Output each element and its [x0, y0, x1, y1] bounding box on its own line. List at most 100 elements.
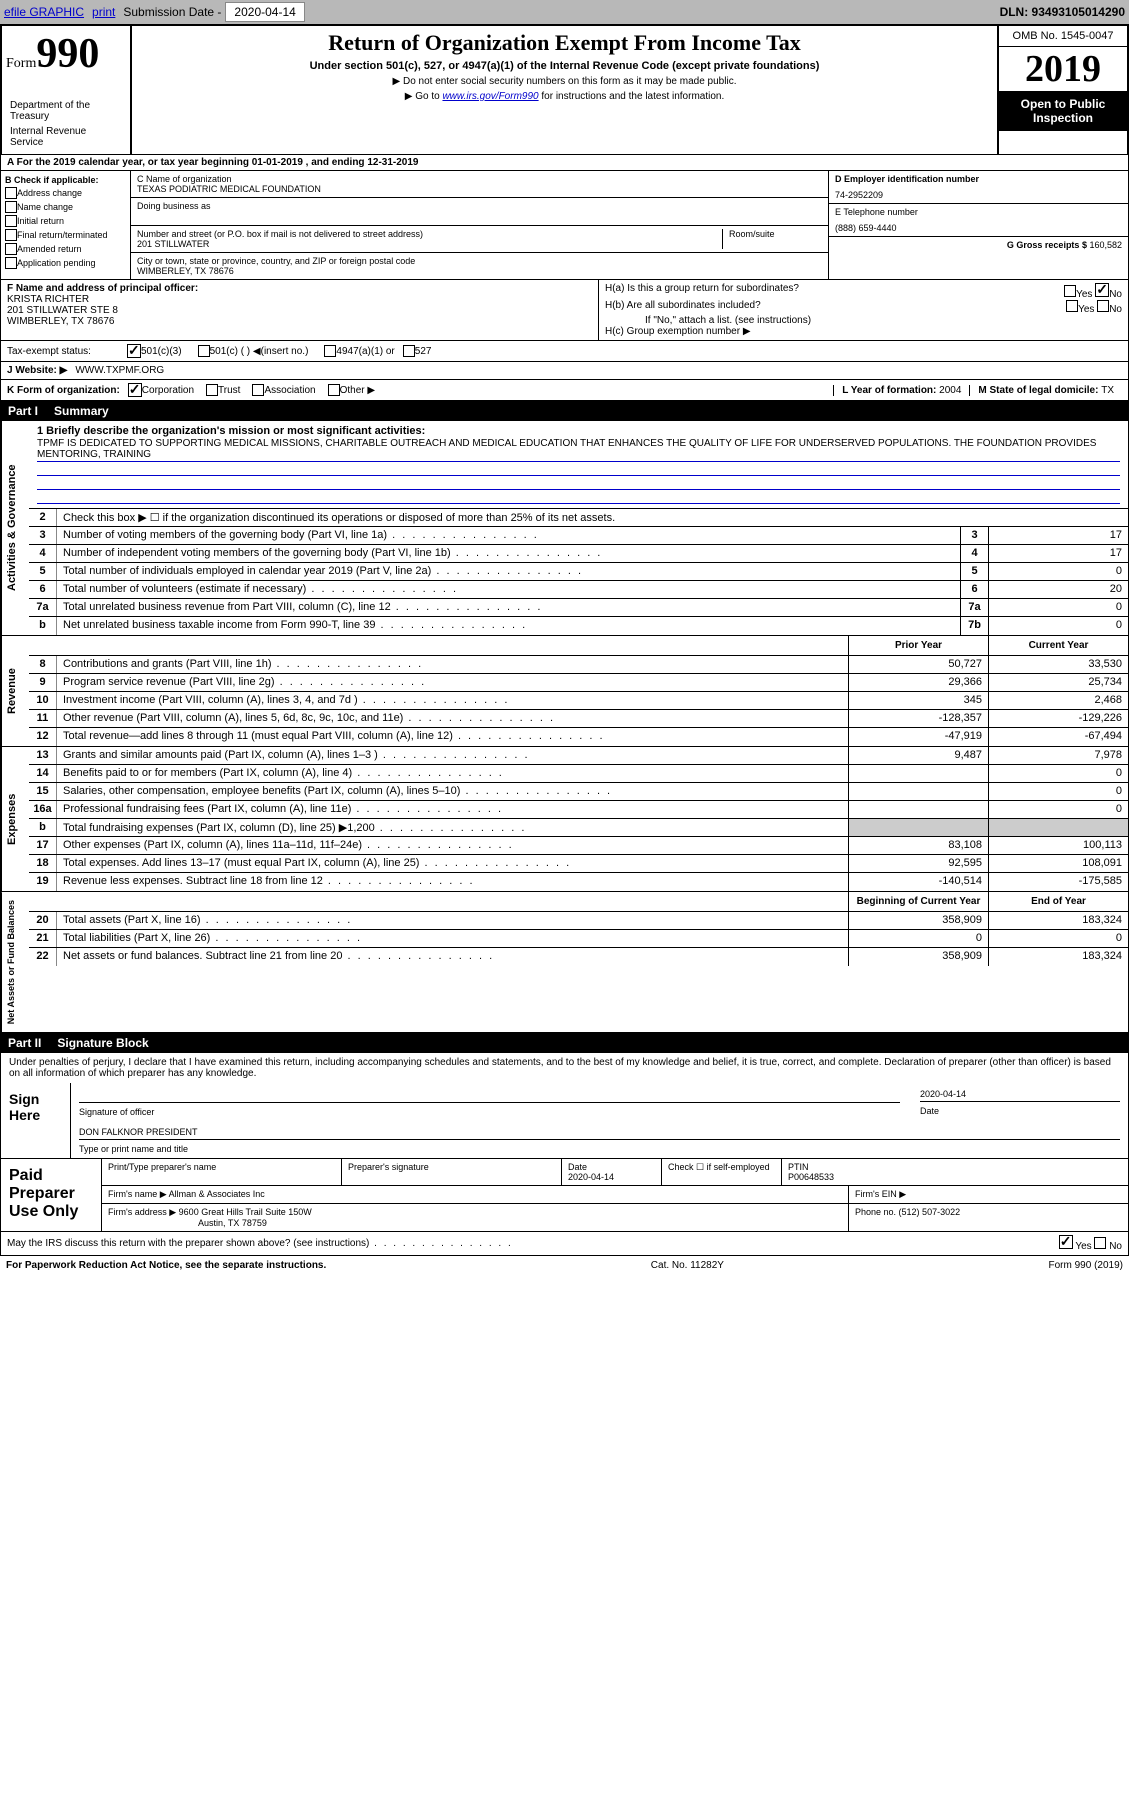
- prep-date: 2020-04-14: [568, 1172, 614, 1182]
- ha-no-check[interactable]: [1095, 283, 1109, 297]
- section-b: B Check if applicable: Address change Na…: [0, 171, 1129, 280]
- row-b: bTotal fundraising expenses (Part IX, co…: [29, 819, 1128, 837]
- netassets-header: Beginning of Current Year End of Year: [29, 892, 1128, 912]
- ha-label: H(a) Is this a group return for subordin…: [605, 283, 799, 300]
- check-final-return-terminated[interactable]: Final return/terminated: [5, 229, 126, 241]
- section-fh: F Name and address of principal officer:…: [0, 280, 1129, 341]
- prep-label: Paid Preparer Use Only: [1, 1159, 101, 1231]
- row-11: 11Other revenue (Part VIII, column (A), …: [29, 710, 1128, 728]
- row-16a: 16aProfessional fundraising fees (Part I…: [29, 801, 1128, 819]
- row-20: 20Total assets (Part X, line 16)358,9091…: [29, 912, 1128, 930]
- activity-row-7a: 7aTotal unrelated business revenue from …: [29, 599, 1128, 617]
- org-name: TEXAS PODIATRIC MEDICAL FOUNDATION: [137, 184, 822, 194]
- row-k: K Form of organization: Corporation Trus…: [0, 380, 1129, 401]
- city-label: City or town, state or province, country…: [137, 256, 822, 266]
- website-label: J Website: ▶: [7, 365, 67, 376]
- domicile: TX: [1101, 385, 1114, 396]
- expenses-section: Expenses 13Grants and similar amounts pa…: [0, 747, 1129, 892]
- assoc-check[interactable]: [252, 384, 264, 396]
- activity-row-3: 3Number of voting members of the governi…: [29, 527, 1128, 545]
- row-22: 22Net assets or fund balances. Subtract …: [29, 948, 1128, 966]
- vert-revenue: Revenue: [1, 636, 29, 746]
- revenue-header: Prior Year Current Year: [29, 636, 1128, 656]
- part2-header: Part II Signature Block: [0, 1033, 1129, 1053]
- row-13: 13Grants and similar amounts paid (Part …: [29, 747, 1128, 765]
- activities-section: Activities & Governance 1 Briefly descri…: [0, 421, 1129, 636]
- tax-label: Tax-exempt status:: [7, 346, 127, 357]
- row-19: 19Revenue less expenses. Subtract line 1…: [29, 873, 1128, 891]
- penalty-text: Under penalties of perjury, I declare th…: [1, 1053, 1128, 1083]
- netassets-section: Net Assets or Fund Balances Beginning of…: [0, 892, 1129, 1033]
- dept-irs: Internal Revenue Service: [6, 124, 126, 150]
- check-amended-return[interactable]: Amended return: [5, 243, 126, 255]
- ein: 74-2952209: [835, 190, 1122, 200]
- vert-netassets: Net Assets or Fund Balances: [1, 892, 29, 1032]
- mission-blank2: [37, 476, 1120, 490]
- form-subtitle: Under section 501(c), 527, or 4947(a)(1)…: [140, 60, 989, 72]
- prep-phone: (512) 507-3022: [899, 1207, 961, 1217]
- 527-check[interactable]: [403, 345, 415, 357]
- firm-name: Allman & Associates Inc: [169, 1189, 265, 1199]
- row-14: 14Benefits paid to or for members (Part …: [29, 765, 1128, 783]
- officer: KRISTA RICHTER 201 STILLWATER STE 8 WIMB…: [7, 294, 592, 327]
- check-initial-return[interactable]: Initial return: [5, 215, 126, 227]
- 501c3-check[interactable]: [127, 344, 141, 358]
- activity-row-4: 4Number of independent voting members of…: [29, 545, 1128, 563]
- tax-year: 2019: [999, 47, 1127, 91]
- row-21: 21Total liabilities (Part X, line 26)00: [29, 930, 1128, 948]
- year-formation: 2004: [939, 385, 961, 396]
- hb-note: If "No," attach a list. (see instruction…: [605, 315, 1122, 326]
- row-17: 17Other expenses (Part IX, column (A), l…: [29, 837, 1128, 855]
- hc-label: H(c) Group exemption number ▶: [605, 326, 1122, 337]
- row-12: 12Total revenue—add lines 8 through 11 (…: [29, 728, 1128, 746]
- discuss-yes[interactable]: [1059, 1235, 1073, 1249]
- mission-blank1: [37, 462, 1120, 476]
- phone: (888) 659-4440: [835, 223, 1122, 233]
- topbar: efile GRAPHIC print Submission Date - 20…: [0, 0, 1129, 24]
- other-check[interactable]: [328, 384, 340, 396]
- sign-here: Sign Here: [1, 1083, 71, 1158]
- print-link[interactable]: print: [92, 5, 115, 19]
- discuss-no[interactable]: [1094, 1237, 1106, 1249]
- activity-row-6: 6Total number of volunteers (estimate if…: [29, 581, 1128, 599]
- signature-section: Under penalties of perjury, I declare th…: [0, 1053, 1129, 1159]
- discuss-row: May the IRS discuss this return with the…: [0, 1232, 1129, 1256]
- website-row: J Website: ▶ WWW.TXPMF.ORG: [0, 362, 1129, 380]
- vert-activities: Activities & Governance: [1, 421, 29, 635]
- firm-addr2: Austin, TX 78759: [198, 1218, 267, 1228]
- check-application-pending[interactable]: Application pending: [5, 257, 126, 269]
- row-10: 10Investment income (Part VIII, column (…: [29, 692, 1128, 710]
- 501c-check[interactable]: [198, 345, 210, 357]
- part1-header: Part I Summary: [0, 401, 1129, 421]
- efile-link[interactable]: efile GRAPHIC: [4, 5, 84, 19]
- row-a-period: A For the 2019 calendar year, or tax yea…: [0, 154, 1129, 171]
- hb-yes-check[interactable]: [1066, 300, 1078, 312]
- omb-number: OMB No. 1545-0047: [999, 26, 1127, 47]
- activity-row-5: 5Total number of individuals employed in…: [29, 563, 1128, 581]
- e-label: E Telephone number: [835, 207, 1122, 217]
- ha-yes-check[interactable]: [1064, 285, 1076, 297]
- gross: 160,582: [1089, 240, 1122, 250]
- mission-text: TPMF IS DEDICATED TO SUPPORTING MEDICAL …: [37, 437, 1120, 462]
- hb-no-check[interactable]: [1097, 300, 1109, 312]
- f-label: F Name and address of principal officer:: [7, 283, 592, 294]
- 4947-check[interactable]: [324, 345, 336, 357]
- form-number: Form990: [6, 30, 126, 78]
- c-label: C Name of organization: [137, 174, 822, 184]
- check-address-change[interactable]: Address change: [5, 187, 126, 199]
- sig-officer-line[interactable]: [79, 1087, 900, 1103]
- dept-treasury: Department of the Treasury: [6, 98, 126, 124]
- form-header: Form990 Department of the Treasury Inter…: [0, 24, 1129, 154]
- check-name-change[interactable]: Name change: [5, 201, 126, 213]
- hb-label: H(b) Are all subordinates included?: [605, 300, 761, 315]
- irs-link[interactable]: www.irs.gov/Form990: [442, 91, 538, 102]
- footer: For Paperwork Reduction Act Notice, see …: [0, 1256, 1129, 1275]
- corp-check[interactable]: [128, 383, 142, 397]
- footer-mid: Cat. No. 11282Y: [651, 1260, 724, 1271]
- trust-check[interactable]: [206, 384, 218, 396]
- addr-label: Number and street (or P.O. box if mail i…: [137, 229, 722, 239]
- note-link: ▶ Go to www.irs.gov/Form990 for instruct…: [140, 91, 989, 102]
- mission-blank3: [37, 490, 1120, 504]
- revenue-section: Revenue Prior Year Current Year 8Contrib…: [0, 636, 1129, 747]
- website-url: WWW.TXPMF.ORG: [75, 365, 164, 376]
